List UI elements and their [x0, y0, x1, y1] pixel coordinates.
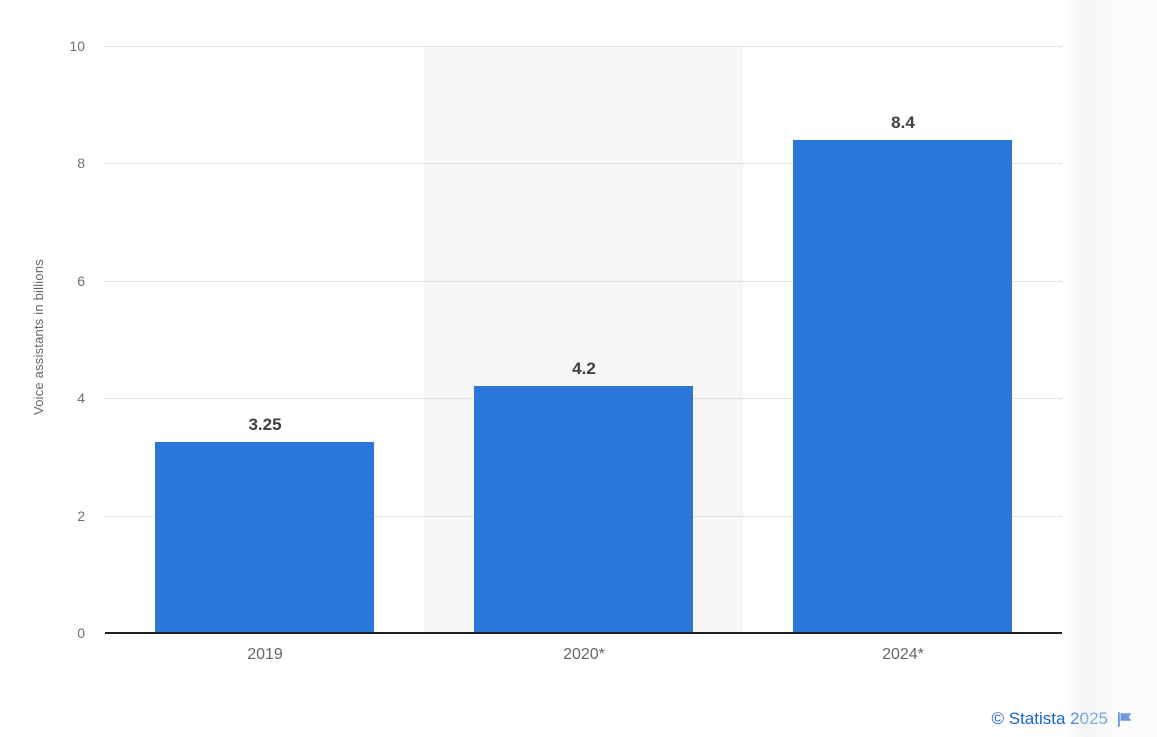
y-tick-label: 4: [77, 390, 85, 407]
bar-2024*[interactable]: [793, 140, 1012, 633]
bar-2020*[interactable]: [474, 386, 693, 633]
y-tick-label: 0: [77, 625, 85, 641]
y-tick-label: 8: [77, 155, 85, 172]
x-tick-label: 2024*: [882, 646, 924, 663]
statista-attribution-link[interactable]: © Statista 2025: [992, 709, 1134, 729]
y-axis-title: Voice assistants in billions: [31, 259, 46, 415]
y-tick-label: 6: [77, 272, 85, 289]
y-tick-label: 10: [69, 38, 85, 54]
flag-icon[interactable]: [1116, 711, 1133, 728]
gridline: [105, 280, 1062, 282]
gridline: [105, 46, 1062, 47]
value-label: 4.2: [572, 359, 596, 378]
x-tick-label: 2020*: [563, 646, 605, 663]
attribution-text: © Statista 2025: [991, 709, 1109, 728]
x-axis-line: [105, 632, 1062, 634]
value-label: 8.4: [891, 113, 915, 132]
bar-2019[interactable]: [155, 442, 374, 633]
y-tick-label: 2: [77, 507, 85, 524]
plot-area: [105, 46, 1062, 633]
value-label: 3.25: [248, 415, 282, 434]
gridline: [105, 163, 1062, 165]
right-edge-shade: [1061, 0, 1157, 737]
x-tick-label: 2019: [247, 646, 283, 663]
